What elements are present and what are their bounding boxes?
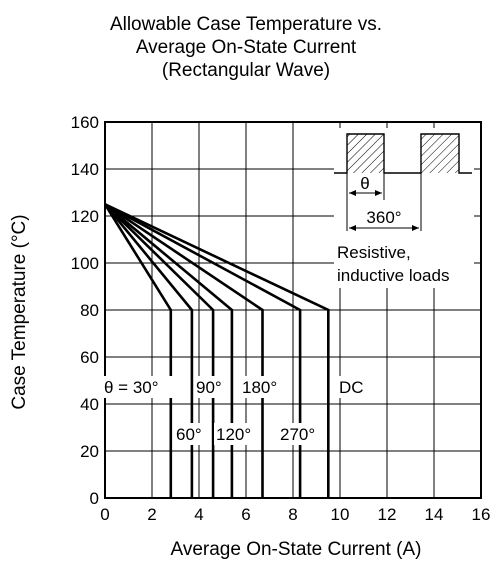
y-tick-label: 40 [80, 395, 99, 414]
waveform-pulse-2 [421, 134, 459, 173]
x-tick-label: 14 [425, 505, 444, 524]
period-label: 360° [366, 208, 401, 227]
load-type-label: Resistive, [337, 243, 411, 262]
arrow-head [412, 225, 419, 231]
load-type-label: inductive loads [337, 266, 449, 285]
curve-label-background [337, 376, 362, 398]
curve-label-background [214, 423, 258, 445]
curve-label: 180° [242, 378, 277, 397]
x-tick-label: 10 [331, 505, 350, 524]
series-line [104, 203, 302, 498]
x-tick-label: 2 [147, 505, 156, 524]
load-text-background [334, 244, 474, 288]
plot-frame [104, 121, 482, 499]
x-tick-label: 4 [194, 505, 203, 524]
x-tick-label: 0 [100, 505, 109, 524]
y-tick-label: 140 [71, 160, 99, 179]
theta-label: θ [360, 174, 369, 193]
y-tick-label: 100 [71, 254, 99, 273]
curve-label: 270° [280, 425, 315, 444]
y-tick-label: 80 [80, 301, 99, 320]
waveform-pulse-1 [347, 134, 384, 173]
arrow-head [375, 190, 382, 196]
series-line [104, 203, 264, 498]
x-tick-label: 16 [472, 505, 491, 524]
series-line [103, 203, 173, 498]
y-tick-label: 120 [71, 207, 99, 226]
x-tick-label: 8 [288, 505, 297, 524]
curve-label-background [102, 376, 175, 398]
y-axis-label: Case Temperature (°C) [9, 214, 30, 410]
chart-title-line-2: Average On-State Current [135, 37, 357, 58]
curve-label: 90° [196, 378, 222, 397]
y-tick-label: 0 [90, 489, 99, 508]
curve-label-background [194, 376, 229, 398]
series-line [104, 203, 215, 498]
curve-label-background [240, 376, 284, 398]
arrow-head [349, 190, 356, 196]
x-tick-label: 12 [378, 505, 397, 524]
series-line [104, 203, 330, 498]
curve-label: 60° [176, 425, 202, 444]
chart-title-line-1: Allowable Case Temperature vs. [109, 14, 383, 35]
y-tick-label: 20 [80, 442, 99, 461]
curve-label: DC [339, 378, 364, 397]
arrow-head [349, 225, 356, 231]
chart-title-line-3: (Rectangular Wave) [161, 60, 331, 81]
y-tick-label: 160 [71, 113, 99, 132]
curve-label-background [174, 423, 209, 445]
x-axis-label: Average On-State Current (A) [170, 539, 422, 560]
curve-label: θ = 30° [104, 378, 159, 397]
curve-label-background [278, 423, 322, 445]
curve-label: 120° [216, 425, 251, 444]
x-tick-label: 6 [241, 505, 250, 524]
y-tick-label: 60 [80, 348, 99, 367]
